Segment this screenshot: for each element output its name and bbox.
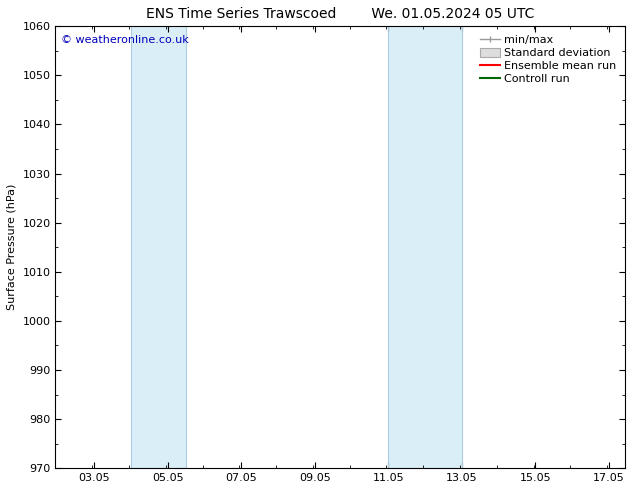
Legend: min/max, Standard deviation, Ensemble mean run, Controll run: min/max, Standard deviation, Ensemble me… [477,32,620,87]
Text: © weatheronline.co.uk: © weatheronline.co.uk [61,35,189,45]
Bar [131,26,186,468]
Bar [388,26,462,468]
Y-axis label: Surface Pressure (hPa): Surface Pressure (hPa) [7,184,17,311]
Title: ENS Time Series Trawscoed        We. 01.05.2024 05 UTC: ENS Time Series Trawscoed We. 01.05.2024… [146,7,534,21]
